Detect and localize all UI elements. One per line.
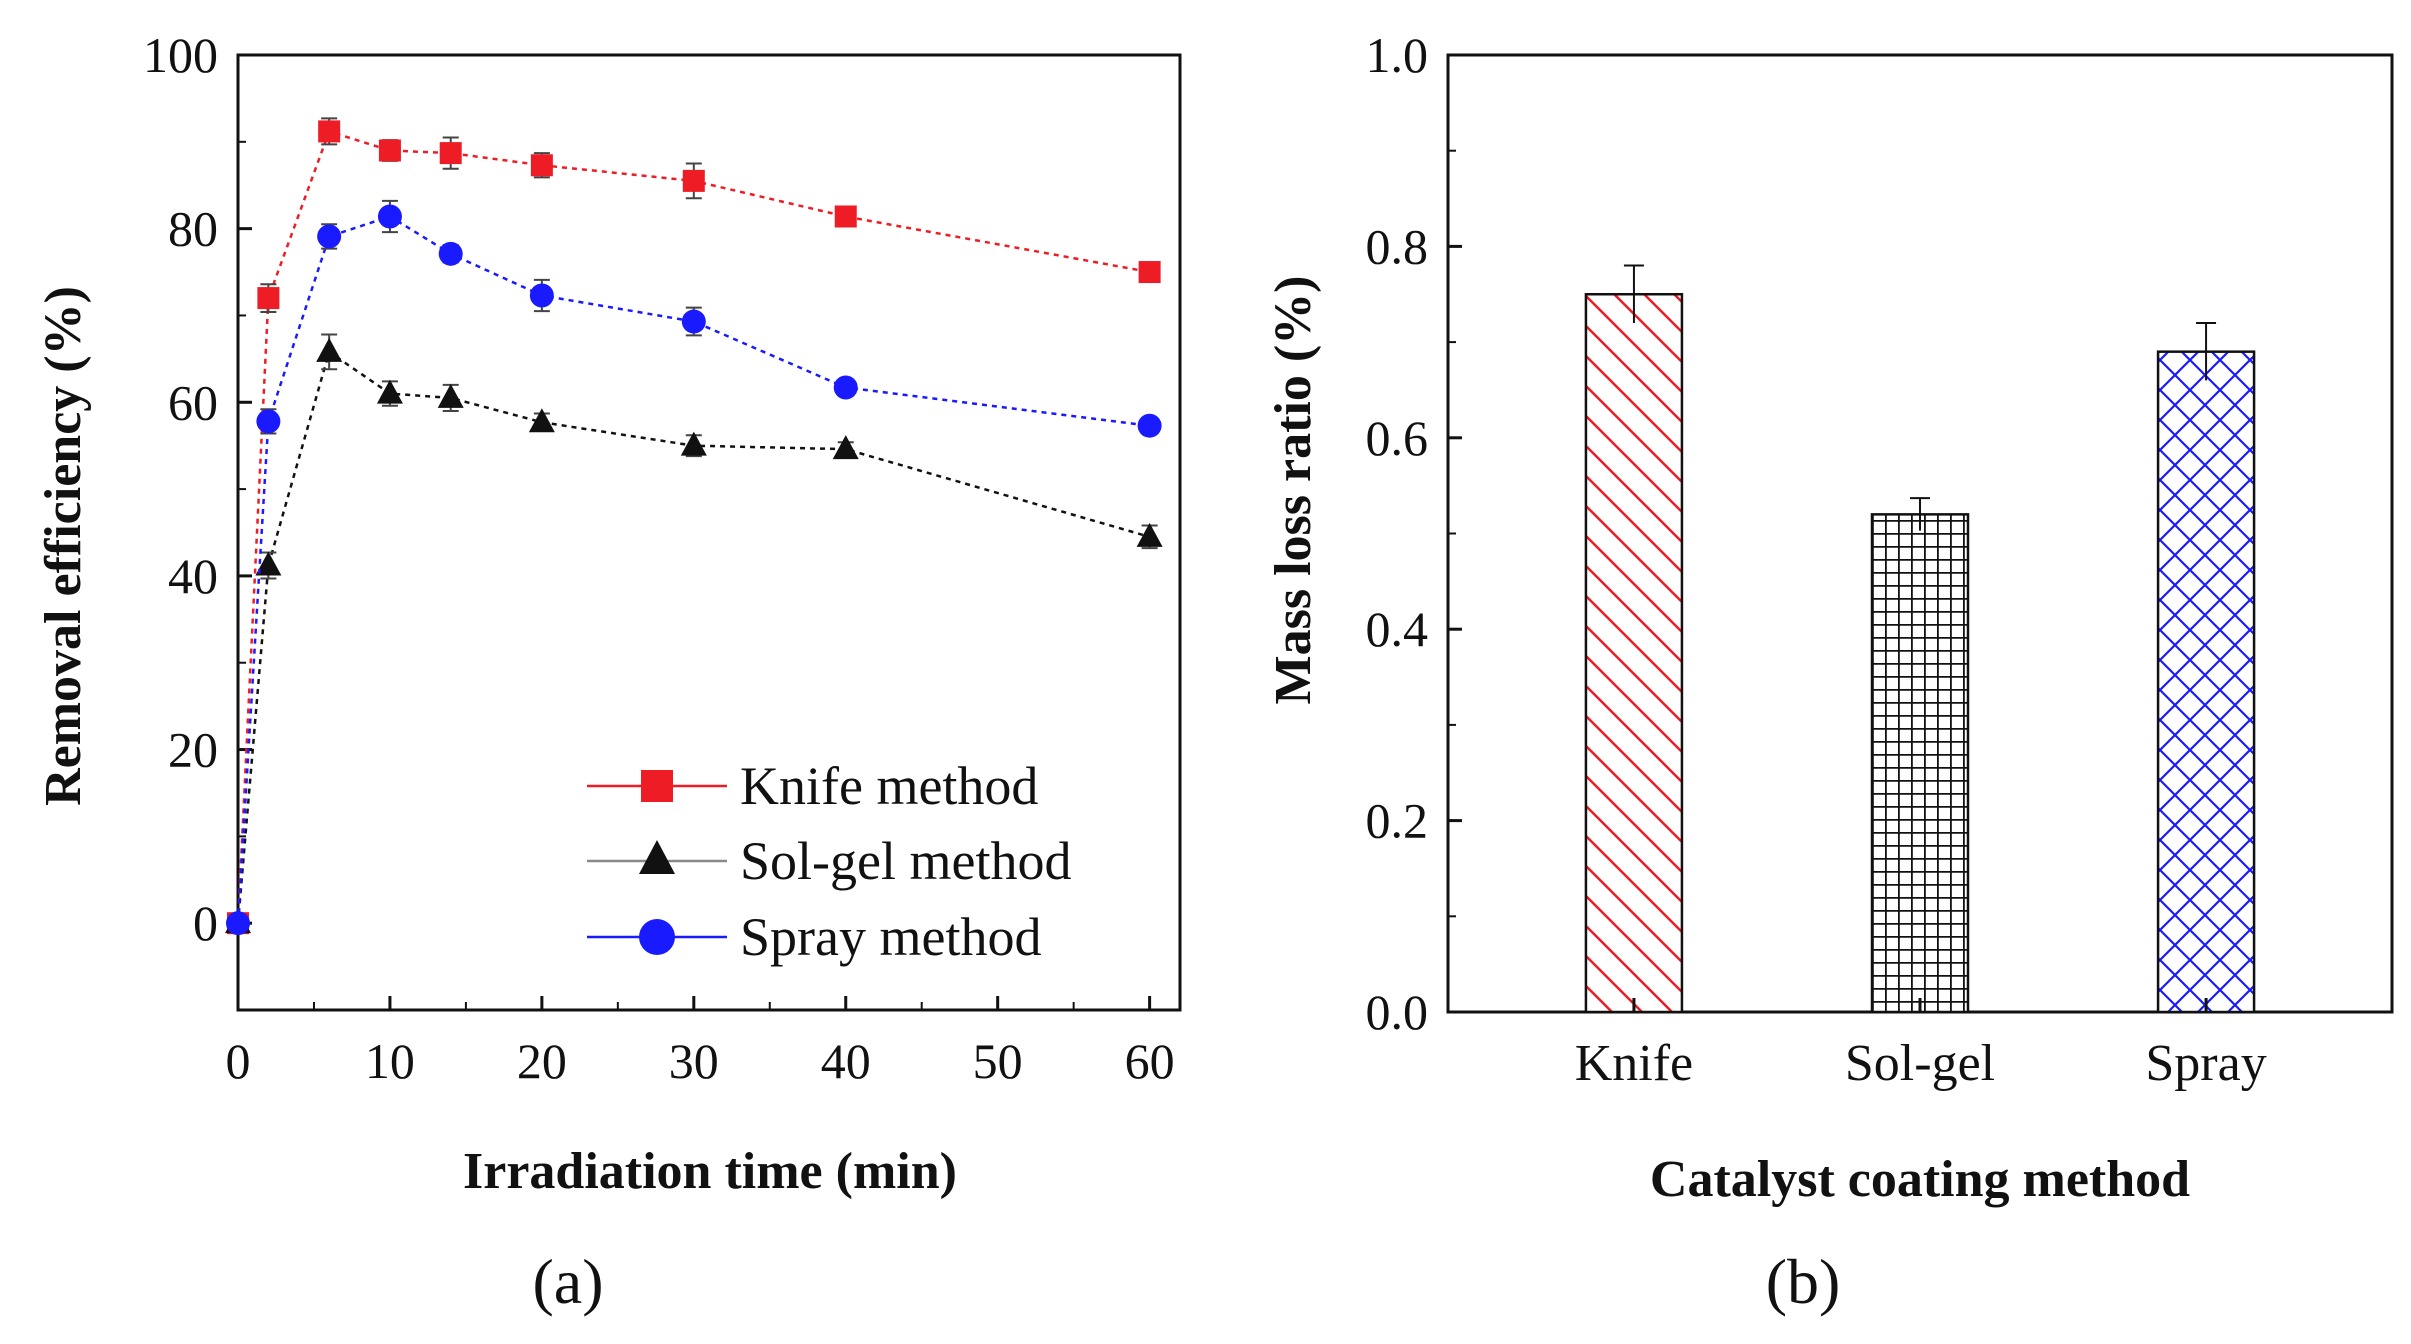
data-point-square bbox=[1138, 261, 1161, 284]
panel-label: (a) bbox=[532, 1246, 603, 1317]
bar-layer: Knife Sol-gel Spray bbox=[1575, 264, 2267, 1092]
y-axis-title: Mass loss ratio (%) bbox=[1265, 276, 1322, 705]
legend-item-spray: Spray method bbox=[587, 907, 1041, 967]
bar-sol-gel bbox=[1870, 513, 1970, 1014]
y-tick-label: 20 bbox=[168, 722, 218, 778]
x-tick-label: 0 bbox=[226, 1033, 251, 1089]
axis-ticks: 0 10 20 30 40 50 60 0 20 40 60 80 100 bbox=[143, 27, 1175, 1089]
legend-square-marker bbox=[641, 770, 673, 802]
y-tick-label: 40 bbox=[168, 548, 218, 604]
data-point-circle bbox=[377, 204, 402, 229]
data-point-circle bbox=[529, 283, 554, 308]
x-category-label: Spray bbox=[2145, 1035, 2266, 1092]
axis-ticks: 0.0 0.2 0.4 0.6 0.8 1.0 bbox=[1366, 27, 1462, 1040]
data-point-triangle bbox=[832, 435, 859, 460]
y-axis-title: Removal efficiency (%) bbox=[35, 286, 92, 806]
series-layer bbox=[225, 117, 1163, 936]
y-tick-label: 0.8 bbox=[1366, 218, 1429, 274]
y-tick-label: 100 bbox=[143, 27, 218, 83]
data-point-circle bbox=[833, 375, 858, 400]
legend-item-knife: Knife method bbox=[587, 756, 1038, 816]
legend-triangle-marker bbox=[639, 840, 675, 874]
line-chart-panel: 0 10 20 30 40 50 60 0 20 40 60 80 100 Irradiation ti… bbox=[35, 27, 1182, 1317]
y-tick-label: 0.2 bbox=[1366, 793, 1429, 849]
x-tick-label: 60 bbox=[1125, 1033, 1175, 1089]
legend: Knife method Sol-gel method Spray method bbox=[587, 756, 1071, 967]
y-tick-label: 0.6 bbox=[1366, 410, 1429, 466]
y-tick-label: 60 bbox=[168, 374, 218, 430]
legend-circle-marker bbox=[639, 919, 675, 955]
data-point-square bbox=[439, 142, 462, 165]
legend-label: Spray method bbox=[740, 907, 1041, 967]
panel-label: (b) bbox=[1766, 1246, 1841, 1317]
bar-knife bbox=[1584, 293, 1684, 1014]
data-point-circle bbox=[438, 241, 463, 266]
data-point-circle bbox=[226, 911, 250, 936]
legend-item-sol-gel: Sol-gel method bbox=[587, 831, 1071, 891]
y-tick-label: 0 bbox=[193, 895, 218, 951]
legend-label: Sol-gel method bbox=[740, 831, 1071, 891]
data-point-square bbox=[257, 287, 280, 310]
data-point-square bbox=[834, 205, 857, 228]
data-point-triangle bbox=[376, 379, 403, 404]
x-tick-label: 30 bbox=[669, 1033, 719, 1089]
legend-label: Knife method bbox=[740, 756, 1038, 816]
y-tick-label: 0.4 bbox=[1366, 601, 1429, 657]
x-category-label: Sol-gel bbox=[1845, 1035, 1995, 1092]
y-tick-label: 0.0 bbox=[1366, 984, 1429, 1040]
x-axis-title: Catalyst coating method bbox=[1650, 1151, 2190, 1208]
series-line-0 bbox=[236, 129, 1150, 924]
data-point-square bbox=[318, 120, 341, 143]
data-point-square bbox=[378, 139, 401, 162]
data-point-circle bbox=[256, 409, 281, 434]
bar-spray bbox=[2156, 350, 2256, 1014]
data-point-square bbox=[530, 154, 553, 177]
data-point-triangle bbox=[255, 551, 282, 576]
data-point-circle bbox=[1137, 413, 1162, 438]
data-point-square bbox=[682, 169, 705, 192]
y-tick-label: 1.0 bbox=[1366, 27, 1429, 83]
x-category-label: Knife bbox=[1575, 1035, 1693, 1092]
data-point-circle bbox=[681, 309, 706, 334]
data-point-triangle bbox=[528, 408, 555, 433]
x-tick-label: 10 bbox=[365, 1033, 415, 1089]
x-tick-label: 20 bbox=[517, 1033, 567, 1089]
data-point-triangle bbox=[1136, 522, 1163, 547]
x-tick-label: 50 bbox=[973, 1033, 1023, 1089]
series-line-1 bbox=[236, 349, 1150, 924]
data-point-triangle bbox=[316, 337, 343, 362]
x-axis-title: Irradiation time (min) bbox=[463, 1143, 957, 1200]
bar-chart-panel: 0.0 0.2 0.4 0.6 0.8 1.0 Knife Sol-gel Spray Cat… bbox=[1265, 27, 2394, 1317]
data-point-triangle bbox=[680, 431, 707, 456]
x-tick-label: 40 bbox=[821, 1033, 871, 1089]
data-point-triangle bbox=[437, 383, 464, 408]
data-point-circle bbox=[317, 224, 342, 249]
y-tick-label: 80 bbox=[168, 201, 218, 257]
plot-frame bbox=[236, 53, 1182, 1012]
